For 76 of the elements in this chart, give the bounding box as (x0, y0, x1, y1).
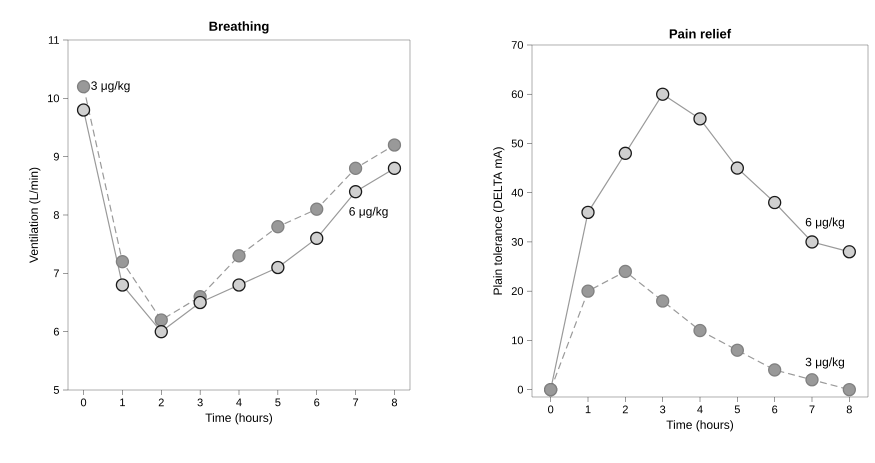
y-tick-label: 6 (54, 328, 59, 336)
point (693, 324, 707, 338)
point (805, 235, 819, 249)
point (348, 162, 362, 175)
x-tick-label: 2 (158, 398, 164, 406)
x-tick-label: 6 (772, 406, 778, 414)
x-tick-label: 6 (314, 398, 320, 406)
point (730, 161, 744, 175)
series-label: 6 μg/kg (806, 218, 844, 229)
x-tick-label: 1 (586, 406, 591, 414)
y-tick-label: 60 (512, 90, 524, 98)
point (76, 80, 90, 94)
point (581, 206, 595, 220)
x-tick-label: 5 (275, 398, 280, 406)
point (310, 202, 324, 216)
series-label: 6 μg/kg (349, 206, 388, 218)
point (154, 325, 168, 338)
point (768, 196, 782, 210)
x-axis-title: Time (hours) (205, 413, 272, 424)
y-tick-label: 11 (48, 36, 59, 44)
point (193, 296, 207, 310)
series-label: 3 μg/kg (91, 81, 130, 92)
series-label: 3 μg/kg (806, 357, 844, 369)
x-tick-label: 8 (392, 398, 398, 406)
x-tick-label: 7 (810, 406, 815, 414)
x-tick-label: 1 (120, 398, 125, 406)
point (388, 162, 402, 175)
point (656, 294, 670, 308)
point (154, 313, 168, 327)
y-tick-label: 8 (54, 211, 59, 219)
y-tick-label: 7 (54, 270, 59, 278)
point (730, 344, 744, 357)
point (76, 103, 90, 117)
point (693, 112, 707, 126)
point (348, 185, 362, 198)
y-tick-label: 20 (512, 287, 524, 296)
y-axis-title: Plain tolerance (DELTA mA) (493, 147, 504, 294)
y-tick-label: 10 (512, 336, 524, 344)
point (805, 373, 819, 386)
y-tick-label: 30 (512, 238, 524, 246)
x-tick-label: 7 (353, 398, 358, 406)
point (618, 146, 632, 160)
point (271, 220, 285, 234)
y-tick-label: 10 (48, 94, 60, 102)
point (768, 363, 782, 377)
point (232, 249, 246, 262)
y-tick-label: 50 (512, 140, 524, 148)
point (388, 138, 402, 152)
point (581, 284, 595, 298)
x-axis-title: Time (hours) (666, 420, 734, 432)
x-tick-label: 3 (198, 398, 203, 406)
point (116, 255, 130, 268)
y-axis-title: Ventilation (L/min) (29, 168, 40, 263)
point (618, 264, 632, 278)
y-tick-label: 0 (518, 386, 524, 394)
x-tick-label: 5 (734, 406, 740, 414)
y-tick-label: 40 (511, 188, 524, 197)
x-tick-label: 3 (660, 406, 666, 414)
x-tick-label: 8 (846, 406, 852, 414)
chart-title: Breathing (210, 21, 268, 34)
x-tick-label: 0 (548, 406, 554, 414)
y-tick-label: 9 (54, 152, 59, 161)
y-tick-label: 70 (512, 41, 524, 49)
point (842, 382, 856, 396)
x-tick-label: 2 (622, 406, 628, 414)
chart-title: Pain relief (670, 28, 732, 38)
x-tick-label: 0 (80, 398, 86, 406)
point (232, 278, 246, 292)
point (271, 260, 285, 274)
x-tick-label: 4 (236, 398, 242, 406)
point (656, 88, 670, 101)
y-tick-label: 5 (54, 386, 59, 394)
x-tick-label: 4 (697, 406, 703, 414)
point (116, 278, 130, 292)
point (310, 232, 324, 245)
point (842, 245, 856, 258)
